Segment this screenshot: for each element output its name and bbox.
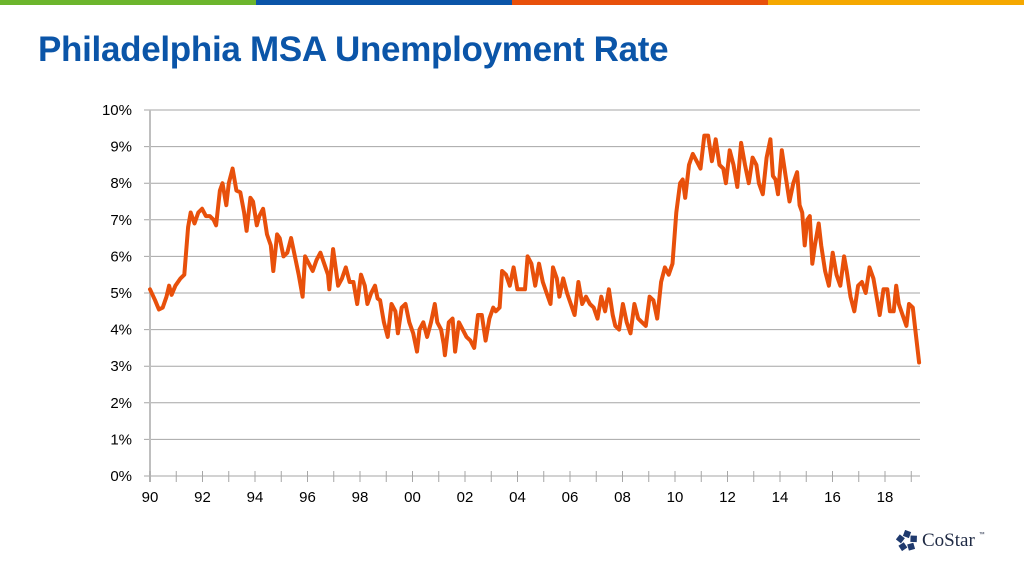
y-tick-label: 3% xyxy=(110,358,132,375)
x-axis xyxy=(149,110,912,482)
y-tick-label: 8% xyxy=(110,175,132,192)
top-bar-green xyxy=(0,0,256,5)
y-tick-label: 0% xyxy=(110,468,132,485)
x-tick-label: 98 xyxy=(352,489,369,506)
costar-star-icon xyxy=(896,530,917,552)
chart-gridlines xyxy=(144,109,920,477)
y-tick-label: 5% xyxy=(110,285,132,302)
logo-text: CoStar xyxy=(922,530,975,551)
costar-logo: CoStar ™ xyxy=(896,530,985,552)
y-tick-label: 10% xyxy=(102,102,132,119)
x-tick-label: 08 xyxy=(614,489,631,506)
x-tick-label: 94 xyxy=(247,489,264,506)
x-tick-label: 00 xyxy=(404,489,421,506)
y-tick-label: 7% xyxy=(110,212,132,229)
x-tick-label: 96 xyxy=(299,489,316,506)
x-tick-label: 18 xyxy=(877,489,894,506)
y-tick-label: 4% xyxy=(110,322,132,339)
top-bar-yellow xyxy=(768,0,1024,5)
top-bar-blue xyxy=(256,0,512,5)
logo-trademark: ™ xyxy=(978,532,985,538)
x-tick-label: 14 xyxy=(772,489,789,506)
y-tick-label: 6% xyxy=(110,248,132,265)
top-bar-orange xyxy=(512,0,768,5)
top-color-bar xyxy=(0,0,1024,5)
x-tick-label: 16 xyxy=(824,489,841,506)
x-axis-tick-labels: 90 92 94 96 98 00 02 04 06 08 10 12 14 16 18 xyxy=(142,489,894,506)
x-tick-label: 92 xyxy=(194,489,211,506)
y-axis-tick-labels: 0% 1% 2% 3% 4% 5% 6% 7% 8% 9% 10% xyxy=(102,102,132,485)
y-tick-label: 9% xyxy=(110,139,132,156)
x-tick-label: 12 xyxy=(719,489,736,506)
x-tick-label: 02 xyxy=(457,489,474,506)
x-tick-label: 90 xyxy=(142,489,159,506)
x-tick-label: 06 xyxy=(562,489,579,506)
slide-title: Philadelphia MSA Unemployment Rate xyxy=(38,30,669,69)
unemployment-rate-line xyxy=(148,133,922,365)
x-tick-label: 04 xyxy=(509,489,526,506)
x-tick-label: 10 xyxy=(667,489,684,506)
y-tick-label: 1% xyxy=(110,431,132,448)
y-tick-label: 2% xyxy=(110,395,132,412)
